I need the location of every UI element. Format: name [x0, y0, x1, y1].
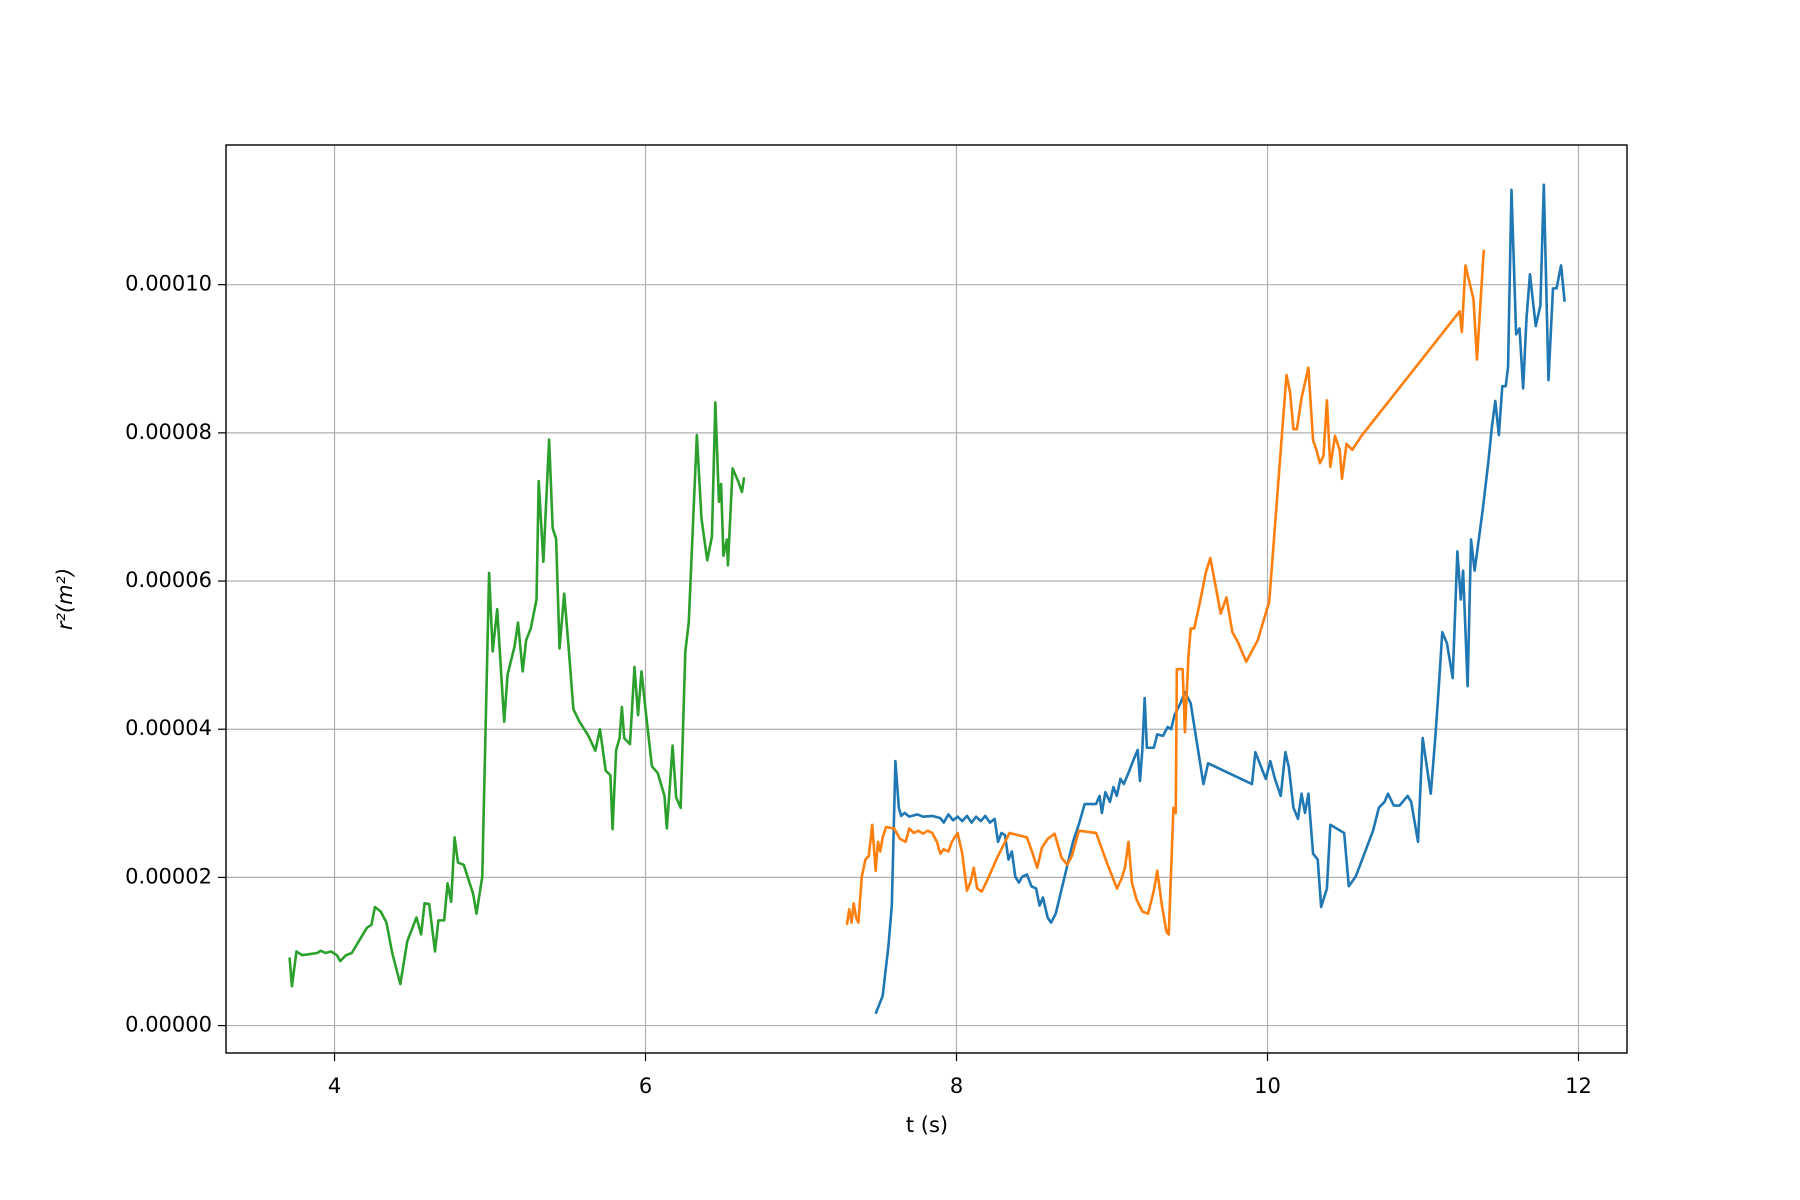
plot-frame	[225, 144, 1628, 1054]
x-tick-label: 6	[639, 1074, 652, 1098]
y-tick-label: 0.00000	[125, 1013, 212, 1037]
data-line	[288, 401, 746, 988]
x-axis-label: t (s)	[906, 1113, 948, 1137]
x-tick-label: 12	[1565, 1074, 1592, 1098]
y-tick-label: 0.00004	[125, 716, 212, 740]
x-tick-label: 10	[1254, 1074, 1281, 1098]
x-tick-label: 4	[328, 1074, 341, 1098]
data-line	[874, 183, 1566, 1015]
y-tick-label: 0.00008	[125, 420, 212, 444]
data-line	[845, 249, 1486, 936]
y-tick-label: 0.00006	[125, 568, 212, 592]
y-tick-label: 0.00010	[125, 272, 212, 296]
y-tick-label: 0.00002	[125, 864, 212, 888]
y-axis-label: r²(m²)	[53, 568, 77, 630]
x-tick-label: 8	[950, 1074, 963, 1098]
